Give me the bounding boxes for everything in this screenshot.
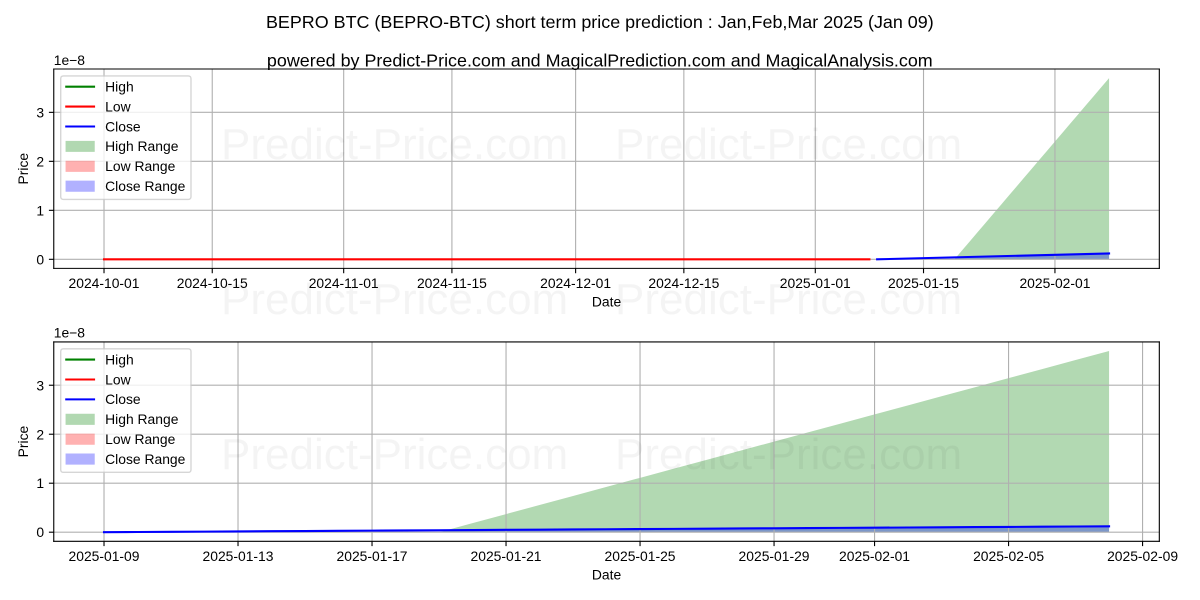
svg-text:2025-01-17: 2025-01-17 — [337, 548, 408, 564]
svg-text:2025-01-21: 2025-01-21 — [471, 548, 542, 564]
svg-text:2024-11-15: 2024-11-15 — [417, 275, 487, 291]
svg-text:2024-12-01: 2024-12-01 — [540, 275, 611, 291]
svg-text:3: 3 — [36, 377, 44, 393]
svg-text:High Range: High Range — [105, 411, 179, 427]
svg-text:Price: Price — [15, 153, 31, 185]
svg-text:2025-01-09: 2025-01-09 — [69, 548, 140, 564]
svg-text:Price: Price — [15, 425, 31, 457]
svg-text:Low Range: Low Range — [105, 158, 175, 174]
svg-text:Date: Date — [592, 294, 622, 310]
svg-text:2024-10-15: 2024-10-15 — [177, 275, 248, 291]
svg-text:2: 2 — [36, 153, 44, 169]
svg-text:1: 1 — [36, 202, 44, 218]
svg-text:2025-01-01: 2025-01-01 — [780, 275, 851, 291]
svg-text:High Range: High Range — [105, 138, 179, 154]
svg-text:2025-02-09: 2025-02-09 — [1107, 548, 1178, 564]
svg-text:powered by Predict-Price.com a: powered by Predict-Price.com and Magical… — [267, 51, 933, 71]
svg-text:BEPRO BTC (BEPRO-BTC) short te: BEPRO BTC (BEPRO-BTC) short term price p… — [266, 12, 934, 32]
svg-text:1e−8: 1e−8 — [54, 52, 86, 68]
svg-text:2025-02-01: 2025-02-01 — [839, 548, 910, 564]
svg-text:0: 0 — [36, 251, 44, 267]
svg-text:2: 2 — [36, 426, 44, 442]
svg-text:Close: Close — [105, 391, 141, 407]
svg-text:0: 0 — [36, 524, 44, 540]
svg-text:Close: Close — [105, 118, 141, 134]
svg-text:2024-11-01: 2024-11-01 — [309, 275, 379, 291]
svg-text:1e−8: 1e−8 — [54, 325, 86, 341]
svg-text:2025-02-05: 2025-02-05 — [973, 548, 1044, 564]
svg-text:2025-01-15: 2025-01-15 — [888, 275, 959, 291]
svg-text:Close Range: Close Range — [105, 451, 185, 467]
svg-text:Close Range: Close Range — [105, 178, 185, 194]
svg-text:2025-01-13: 2025-01-13 — [203, 548, 274, 564]
svg-text:2024-12-15: 2024-12-15 — [648, 275, 719, 291]
svg-text:1: 1 — [36, 475, 44, 491]
svg-text:Low: Low — [105, 371, 131, 387]
svg-text:Low Range: Low Range — [105, 431, 175, 447]
svg-text:2025-01-29: 2025-01-29 — [739, 548, 810, 564]
svg-text:High: High — [105, 79, 134, 95]
svg-text:2024-10-01: 2024-10-01 — [69, 275, 140, 291]
svg-text:3: 3 — [36, 104, 44, 120]
svg-text:Low: Low — [105, 98, 131, 114]
svg-text:Date: Date — [592, 567, 622, 583]
svg-text:High: High — [105, 351, 134, 367]
svg-text:2025-01-25: 2025-01-25 — [605, 548, 676, 564]
svg-text:2025-02-01: 2025-02-01 — [1019, 275, 1090, 291]
